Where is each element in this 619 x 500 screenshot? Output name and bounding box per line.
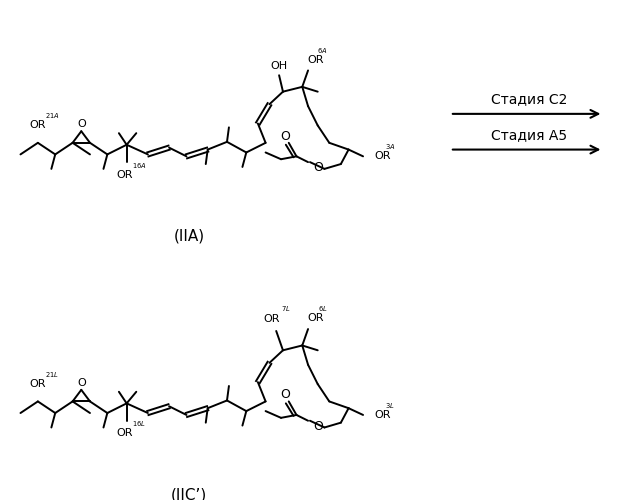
Text: OR: OR: [307, 55, 324, 65]
Text: O: O: [313, 420, 322, 433]
Text: O: O: [280, 388, 290, 401]
Text: OH: OH: [271, 60, 288, 70]
Text: OR: OR: [116, 428, 133, 438]
Text: $^{3A}$: $^{3A}$: [385, 144, 396, 154]
Text: $^{6A}$: $^{6A}$: [317, 48, 328, 58]
Text: $^{7L}$: $^{7L}$: [281, 306, 291, 316]
Text: O: O: [280, 130, 290, 142]
Text: $^{16L}$: $^{16L}$: [132, 422, 146, 432]
Text: (IIC’): (IIC’): [171, 488, 207, 500]
Text: OR: OR: [30, 379, 46, 389]
Text: OR: OR: [116, 170, 133, 179]
Text: $^{3L}$: $^{3L}$: [385, 403, 395, 413]
Text: OR: OR: [374, 152, 391, 162]
Text: OR: OR: [30, 120, 46, 130]
Text: $^{6L}$: $^{6L}$: [318, 306, 327, 316]
Text: Стадия C2: Стадия C2: [491, 92, 567, 106]
Text: O: O: [313, 162, 322, 174]
Text: $^{21A}$: $^{21A}$: [45, 114, 60, 124]
Text: OR: OR: [307, 314, 324, 324]
Text: Стадия A5: Стадия A5: [491, 128, 567, 142]
Text: O: O: [77, 120, 85, 130]
Text: OR: OR: [374, 410, 391, 420]
Text: OR: OR: [263, 314, 280, 324]
Text: $^{16A}$: $^{16A}$: [132, 163, 147, 173]
Text: (IIA): (IIA): [174, 229, 205, 244]
Text: O: O: [77, 378, 85, 388]
Text: $^{21L}$: $^{21L}$: [45, 372, 59, 382]
